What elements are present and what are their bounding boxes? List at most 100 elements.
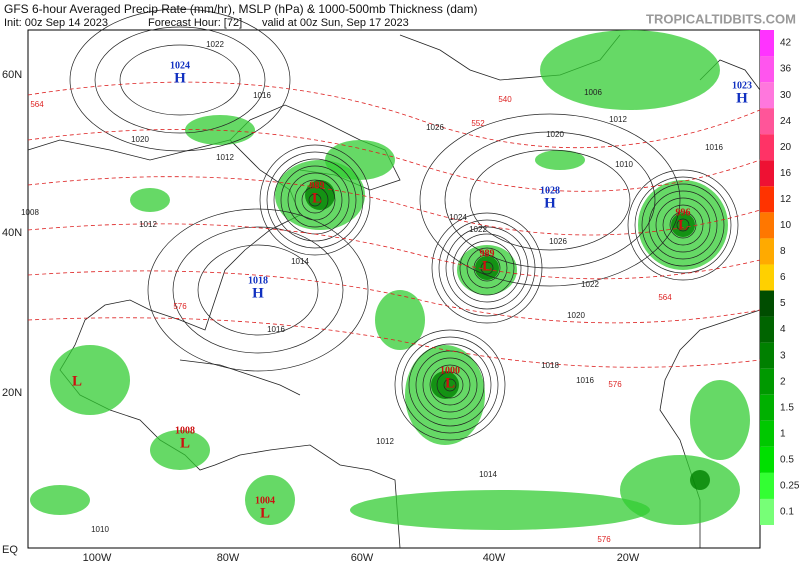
isobar-label: 1010 [91, 525, 109, 534]
colorbar-label: 0.25 [780, 481, 800, 492]
precip-area [350, 490, 650, 530]
thickness-line [27, 223, 761, 280]
lat-label: 60N [2, 69, 22, 81]
colorbar-swatch [760, 446, 774, 473]
isobar [452, 233, 522, 303]
colorbar-label: 5 [780, 298, 786, 309]
thickness-label: 576 [608, 380, 622, 389]
center-pressure: 1028 [540, 185, 560, 196]
precip-area [375, 290, 425, 350]
center-letter: L [678, 217, 688, 233]
colorbar-swatch [760, 160, 774, 187]
colorbar-label: 3 [780, 350, 786, 361]
isobar [443, 378, 457, 392]
colorbar-swatch [760, 134, 774, 161]
isobar-label: 1022 [206, 40, 224, 49]
isobar-label: 1020 [567, 311, 585, 320]
isobar [422, 357, 478, 413]
thickness-label: 564 [30, 100, 44, 109]
colorbar-label: 20 [780, 142, 792, 153]
isobar-label: 1022 [469, 225, 487, 234]
isobar [408, 343, 492, 427]
thickness-line [27, 81, 761, 149]
colorbar-swatch [760, 264, 774, 291]
center-pressure: 1000 [440, 365, 460, 376]
isobar-label: 1012 [139, 220, 157, 229]
isobar [436, 371, 464, 399]
colorbar-label: 0.1 [780, 507, 794, 518]
colorbar-swatch [760, 290, 774, 317]
isobar [480, 261, 494, 275]
contours [27, 8, 761, 441]
precip-area [50, 345, 130, 415]
isobar [294, 179, 336, 221]
colorbar-swatch [760, 30, 774, 57]
isobar [469, 149, 631, 251]
lon-label: 20W [617, 552, 640, 564]
center-pressure: 1018 [248, 275, 268, 286]
isobar [419, 113, 681, 287]
colorbar-label: 30 [780, 90, 792, 101]
init-time: Init: 00z Sep 14 2023 [4, 17, 108, 29]
isobar [444, 131, 656, 269]
precip-area [245, 475, 295, 525]
colorbar-label: 1 [780, 428, 786, 439]
colorbar-swatch [760, 342, 774, 369]
colorbar-label: 2 [780, 376, 786, 387]
isobar-label: 1022 [581, 280, 599, 289]
lon-label: 100W [83, 552, 112, 564]
isobar [662, 204, 704, 246]
center-pressure: 1008 [175, 425, 195, 436]
heavy-precip [690, 470, 710, 490]
isobar [287, 172, 343, 228]
colorbar-swatch [760, 368, 774, 395]
precip-area [150, 430, 210, 470]
isobar [648, 190, 718, 260]
center-pressure: 989 [310, 180, 325, 191]
precip-area [535, 150, 585, 170]
isobar-label: 1012 [216, 153, 234, 162]
center-letter: L [260, 505, 270, 521]
isobar [655, 197, 711, 253]
center-pressure: 1023 [732, 80, 752, 91]
colorbar-swatch [760, 56, 774, 83]
lat-label: EQ [2, 544, 18, 556]
center-letter: L [482, 258, 492, 274]
colorbar-label: 12 [780, 194, 792, 205]
colorbar-swatch [760, 498, 774, 525]
isobar-label: 1008 [21, 208, 39, 217]
isobar-label: 1006 [584, 88, 602, 97]
thickness-label: 576 [173, 302, 187, 311]
colorbar-swatch [760, 316, 774, 343]
precip-area [540, 30, 720, 110]
colorbar-swatch [760, 420, 774, 447]
isobar [394, 329, 506, 441]
isobar-label: 1010 [615, 160, 633, 169]
isobar [172, 226, 344, 354]
valid-time: valid at 00z Sun, Sep 17 2023 [262, 17, 409, 29]
colorbar-label: 42 [780, 38, 792, 49]
center-letter: L [312, 190, 322, 206]
isobar [445, 226, 529, 310]
isobar [119, 44, 241, 116]
colorbar-swatch [760, 212, 774, 239]
colorbar-swatch [760, 394, 774, 421]
center-letter: H [544, 195, 556, 211]
heavy-precip [475, 256, 499, 280]
precip-area [690, 380, 750, 460]
isobar [415, 350, 485, 420]
center-letter: L [72, 373, 82, 389]
isobar [473, 254, 501, 282]
thickness-label: 576 [597, 535, 611, 544]
colorbar-label: 6 [780, 272, 786, 283]
thickness-label: 564 [658, 293, 672, 302]
lon-label: 80W [217, 552, 240, 564]
isobar [641, 183, 725, 267]
isobar [308, 193, 322, 207]
map-frame [27, 29, 761, 549]
colorbar-label: 36 [780, 64, 792, 75]
colorbar-label: 0.5 [780, 455, 794, 466]
isobar [627, 169, 739, 281]
heavy-precip [431, 371, 459, 399]
